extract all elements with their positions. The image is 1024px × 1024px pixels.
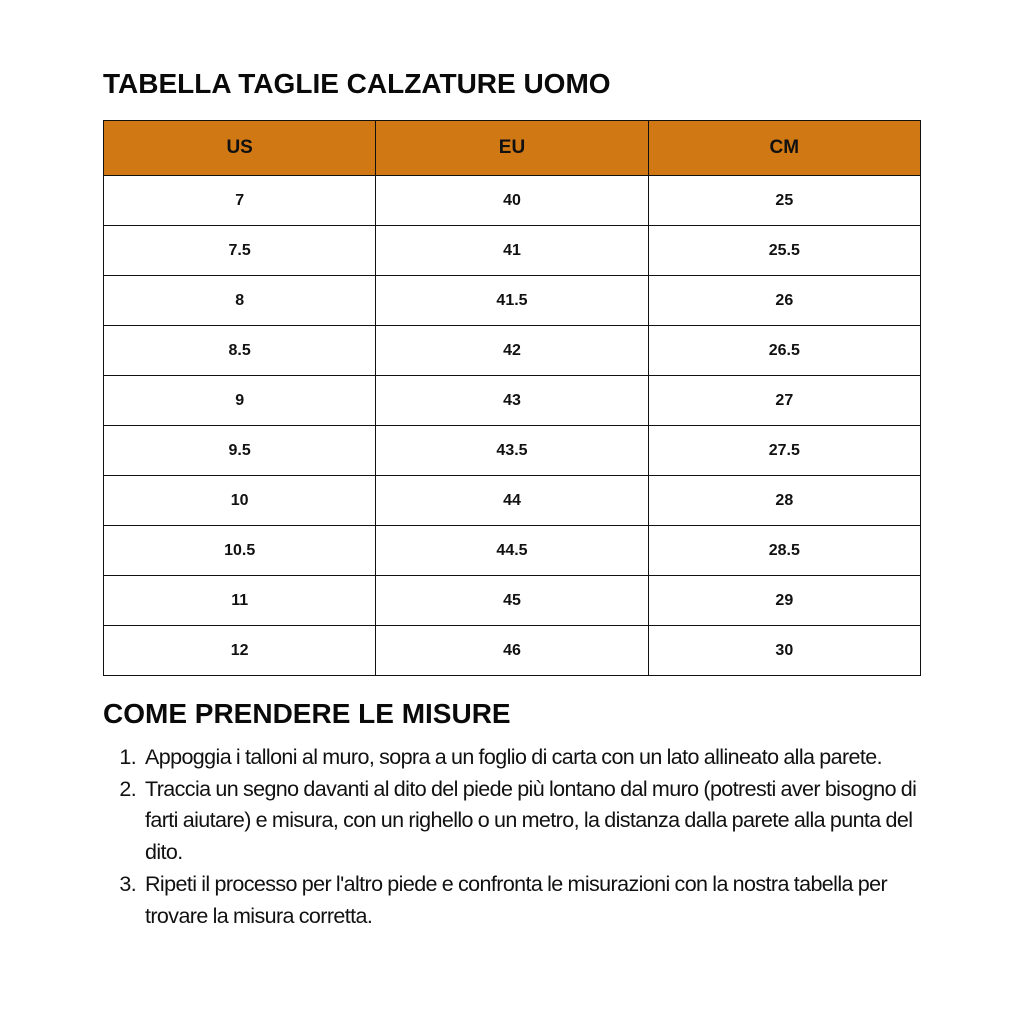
instructions-list: Appoggia i talloni al muro, sopra a un f… xyxy=(119,742,941,932)
table-row: 10 44 28 xyxy=(102,475,922,526)
table-cell-cm: 26 xyxy=(647,275,922,326)
table-cell-us: 10 xyxy=(102,475,377,526)
table-cell-cm: 25.5 xyxy=(647,225,922,276)
table-cell-eu: 45 xyxy=(375,575,649,626)
instruction-step: Traccia un segno davanti al dito del pie… xyxy=(141,774,941,869)
table-cell-us: 8 xyxy=(102,275,377,326)
table-cell-cm: 26.5 xyxy=(647,325,922,376)
table-row: 12 46 30 xyxy=(102,625,922,676)
table-cell-eu: 42 xyxy=(375,325,649,376)
table-cell-cm: 30 xyxy=(647,625,922,676)
page-title: TABELLA TAGLIE CALZATURE UOMO xyxy=(103,68,611,99)
table-row: 10.5 44.5 28.5 xyxy=(102,525,922,576)
table-row: 7.5 41 25.5 xyxy=(102,225,922,276)
table-row: 9 43 27 xyxy=(102,375,922,426)
table-cell-cm: 27.5 xyxy=(647,425,922,476)
table-cell-cm: 25 xyxy=(647,175,922,226)
table-row: 8 41.5 26 xyxy=(102,275,922,326)
table-cell-eu: 41 xyxy=(375,225,649,276)
table-cell-us: 8.5 xyxy=(102,325,377,376)
table-header-row: US EU CM xyxy=(102,120,922,176)
column-header-eu: EU xyxy=(375,120,649,176)
table-cell-us: 10.5 xyxy=(102,525,377,576)
table-cell-eu: 43.5 xyxy=(375,425,649,476)
instruction-step: Appoggia i talloni al muro, sopra a un f… xyxy=(141,742,941,774)
table-cell-us: 7.5 xyxy=(102,225,377,276)
table-row: 11 45 29 xyxy=(102,575,922,626)
column-header-cm: CM xyxy=(647,120,922,176)
table-cell-cm: 29 xyxy=(647,575,922,626)
table-row: 7 40 25 xyxy=(102,175,922,226)
table-cell-eu: 43 xyxy=(375,375,649,426)
section-title: COME PRENDERE LE MISURE xyxy=(103,698,511,729)
column-header-us: US xyxy=(102,120,377,176)
instruction-step: Ripeti il processo per l'altro piede e c… xyxy=(141,869,941,932)
table-cell-cm: 28.5 xyxy=(647,525,922,576)
table-row: 8.5 42 26.5 xyxy=(102,325,922,376)
table-cell-us: 12 xyxy=(102,625,377,676)
size-table: US EU CM 7 40 25 7.5 41 25.5 8 41.5 26 8.5 42 26.5 9… xyxy=(102,120,922,676)
table-cell-eu: 40 xyxy=(375,175,649,226)
table-cell-eu: 44 xyxy=(375,475,649,526)
table-cell-cm: 27 xyxy=(647,375,922,426)
table-cell-us: 9 xyxy=(102,375,377,426)
table-cell-us: 9.5 xyxy=(102,425,377,476)
table-cell-us: 11 xyxy=(102,575,377,626)
table-cell-eu: 44.5 xyxy=(375,525,649,576)
table-cell-cm: 28 xyxy=(647,475,922,526)
table-row: 9.5 43.5 27.5 xyxy=(102,425,922,476)
table-cell-eu: 46 xyxy=(375,625,649,676)
table-cell-us: 7 xyxy=(102,175,377,226)
table-cell-eu: 41.5 xyxy=(375,275,649,326)
